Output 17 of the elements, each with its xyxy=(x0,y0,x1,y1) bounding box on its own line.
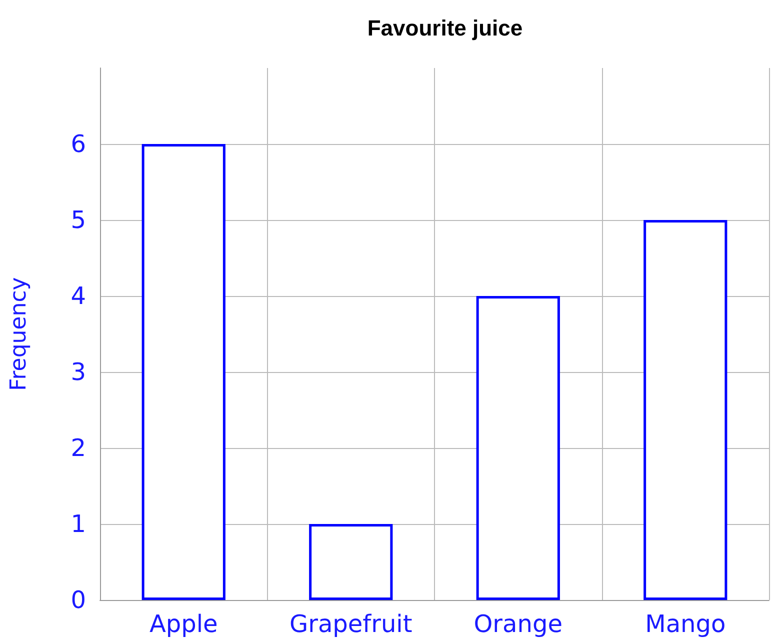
y-tick-label: 2 xyxy=(70,434,86,462)
y-tick-label: 1 xyxy=(70,510,86,538)
y-tick-label: 3 xyxy=(70,358,86,386)
bar xyxy=(476,296,560,600)
y-tick-label: 6 xyxy=(70,130,86,158)
y-tick-label: 5 xyxy=(70,206,86,234)
chart-title: Favourite juice xyxy=(367,16,523,40)
x-tick-label: Orange xyxy=(474,610,562,638)
bar xyxy=(309,524,393,600)
x-tick-label: Grapefruit xyxy=(289,610,412,638)
y-tick-label: 0 xyxy=(70,586,86,614)
x-tick-label: Mango xyxy=(645,610,726,638)
y-axis-title: Frequency xyxy=(6,277,32,391)
bar xyxy=(644,220,728,600)
x-tick-label: Apple xyxy=(149,610,218,638)
y-tick-label: 4 xyxy=(70,282,86,310)
bar xyxy=(142,144,226,600)
